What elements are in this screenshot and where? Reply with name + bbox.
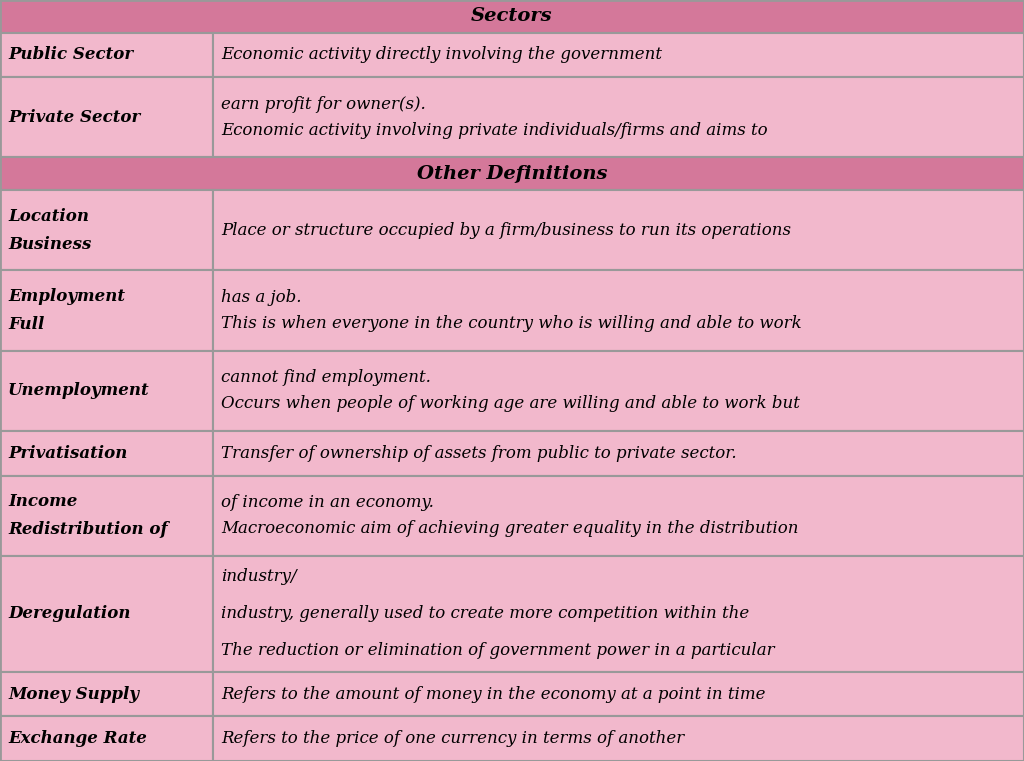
Bar [213,556,1024,672]
Bar [213,431,1024,476]
Text: This is when everyone in the country who is willing and able to work: This is when everyone in the country who… [221,315,802,332]
Text: Money Supply: Money Supply [8,686,139,702]
Bar [213,476,1024,556]
Text: cannot find employment.: cannot find employment. [221,369,431,387]
Text: Unemployment: Unemployment [8,382,150,400]
Bar [0,33,213,77]
Text: Private Sector: Private Sector [8,109,140,126]
Text: Deregulation: Deregulation [8,605,130,622]
Bar [213,270,1024,351]
Bar [0,0,1024,33]
Bar [213,716,1024,761]
Text: industry/: industry/ [221,568,297,585]
Bar [0,556,213,672]
Text: Location: Location [8,208,89,224]
Text: Business: Business [8,236,91,253]
Bar [0,672,213,716]
Bar [213,190,1024,270]
Bar [213,33,1024,77]
Text: Refers to the price of one currency in terms of another: Refers to the price of one currency in t… [221,731,684,747]
Bar [213,77,1024,158]
Text: Employment: Employment [8,288,125,305]
Text: Exchange Rate: Exchange Rate [8,731,146,747]
Text: of income in an economy.: of income in an economy. [221,495,434,511]
Text: Occurs when people of working age are willing and able to work but: Occurs when people of working age are wi… [221,395,800,412]
Bar [0,270,213,351]
Text: Economic activity involving private individuals/firms and aims to: Economic activity involving private indi… [221,122,768,139]
Bar [0,77,213,158]
Bar [0,431,213,476]
Text: Sectors: Sectors [471,8,553,25]
Bar [0,190,213,270]
Text: Place or structure occupied by a firm/business to run its operations: Place or structure occupied by a firm/bu… [221,221,791,239]
Text: has a job.: has a job. [221,289,301,306]
Text: Macroeconomic aim of achieving greater equality in the distribution: Macroeconomic aim of achieving greater e… [221,520,799,537]
Text: Redistribution of: Redistribution of [8,521,168,538]
Bar [0,351,213,431]
Bar [0,158,1024,190]
Text: Public Sector: Public Sector [8,46,133,63]
Text: earn profit for owner(s).: earn profit for owner(s). [221,96,426,113]
Text: Privatisation: Privatisation [8,444,127,462]
Text: Refers to the amount of money in the economy at a point in time: Refers to the amount of money in the eco… [221,686,766,702]
Text: Income: Income [8,493,78,510]
Bar [0,716,213,761]
Text: Full: Full [8,316,44,333]
Text: The reduction or elimination of government power in a particular: The reduction or elimination of governme… [221,642,774,660]
Bar [213,351,1024,431]
Text: Transfer of ownership of assets from public to private sector.: Transfer of ownership of assets from pub… [221,444,736,462]
Text: industry, generally used to create more competition within the: industry, generally used to create more … [221,605,750,622]
Bar [0,476,213,556]
Bar [213,672,1024,716]
Text: Other Definitions: Other Definitions [417,165,607,183]
Text: Economic activity directly involving the government: Economic activity directly involving the… [221,46,662,63]
